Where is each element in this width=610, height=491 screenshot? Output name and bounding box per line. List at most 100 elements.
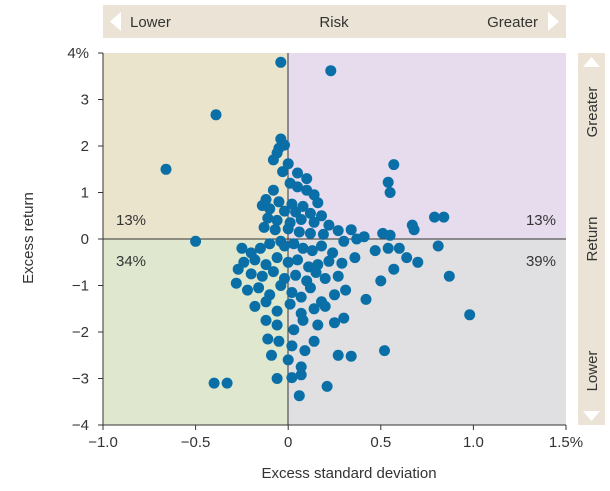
y-tick-label: 1: [81, 185, 89, 202]
scatter-point: [316, 210, 327, 222]
scatter-point: [336, 257, 348, 269]
quadrant-lower-right: [288, 239, 566, 425]
scatter-point: [432, 240, 444, 252]
x-tick-label: 0: [284, 434, 292, 451]
scatter-point: [260, 314, 272, 326]
risk-bar-lower-label: Lower: [130, 14, 171, 31]
y-axis-title: Excess return: [20, 192, 37, 284]
scatter-point: [267, 154, 279, 166]
scatter-point: [321, 380, 333, 392]
scatter-point: [360, 293, 372, 305]
scatter-point: [249, 254, 261, 266]
scatter-point: [295, 214, 307, 225]
quadrant-label-upper-left: 13%: [116, 212, 146, 229]
return-bar-greater-label: Greater: [584, 87, 601, 138]
scatter-point: [271, 305, 283, 317]
scatter-points: [160, 56, 476, 402]
scatter-point: [332, 349, 344, 361]
scatter-point: [288, 324, 300, 336]
scatter-point: [242, 284, 253, 296]
scatter-point: [190, 235, 202, 247]
scatter-point: [429, 211, 440, 223]
y-tick-label: −3: [72, 371, 89, 388]
scatter-point: [297, 314, 309, 326]
scatter-point: [295, 291, 307, 303]
scatter-point: [306, 245, 318, 257]
risk-left-arrow-icon: [110, 12, 121, 31]
scatter-point: [382, 176, 394, 188]
scatter-point: [284, 298, 296, 310]
scatter-point: [290, 269, 302, 281]
y-tick-label: −4: [72, 417, 89, 434]
scatter-point: [286, 287, 298, 298]
scatter-point: [297, 242, 309, 254]
scatter-point: [325, 65, 337, 77]
scatter-point: [338, 235, 350, 247]
scatter-point: [275, 280, 287, 291]
scatter-point: [160, 163, 172, 175]
scatter-point: [253, 282, 265, 294]
quadrant-upper-right: [288, 53, 566, 239]
return-bar-title: Return: [584, 216, 601, 261]
scatter-point: [323, 255, 335, 267]
scatter-point: [375, 275, 387, 287]
scatter-point: [319, 300, 331, 312]
scatter-point: [260, 259, 272, 271]
scatter-point: [221, 377, 233, 389]
scatter-point: [401, 252, 413, 264]
scatter-point: [308, 335, 320, 347]
y-tick-label: −1: [72, 278, 89, 295]
scatter-point: [295, 369, 307, 381]
risk-bar-title: Risk: [319, 14, 349, 31]
scatter-point: [384, 187, 396, 198]
scatter-point: [293, 390, 305, 402]
scatter-point: [304, 282, 316, 294]
scatter-point: [232, 263, 244, 275]
x-tick-label: −0.5: [181, 434, 211, 451]
scatter-point: [279, 240, 290, 252]
scatter-point: [262, 333, 274, 345]
scatter-point: [282, 354, 294, 366]
scatter-point: [267, 184, 279, 196]
scatter-point: [279, 205, 290, 217]
scatter-point: [301, 173, 313, 185]
scatter-point: [308, 216, 320, 228]
scatter-point: [345, 350, 357, 362]
x-tick-label: 1.0: [463, 434, 484, 451]
scatter-point: [327, 247, 339, 259]
scatter-point: [271, 214, 283, 226]
scatter-point: [292, 254, 303, 266]
scatter-point: [332, 270, 344, 282]
scatter-point: [304, 227, 316, 239]
scatter-point: [388, 159, 400, 171]
x-tick-label: 1.5%: [549, 434, 583, 451]
scatter-point: [292, 167, 303, 179]
scatter-point: [382, 242, 394, 254]
y-tick-label: 0: [81, 231, 89, 248]
risk-bar-greater-label: Greater: [487, 14, 538, 31]
scatter-point: [317, 228, 329, 240]
scatter-point: [319, 273, 331, 284]
quadrant-label-upper-right: 13%: [526, 212, 556, 229]
quadrant-lower-left: [103, 239, 288, 425]
x-axis-title: Excess standard deviation: [261, 465, 436, 482]
scatter-point: [230, 277, 242, 289]
scatter-point: [262, 212, 274, 224]
scatter-point: [264, 203, 276, 215]
scatter-point: [388, 263, 400, 275]
risk-bar: Lower Risk Greater: [103, 5, 566, 38]
scatter-point: [332, 225, 344, 237]
scatter-point: [271, 373, 283, 384]
scatter-point: [271, 252, 283, 264]
scatter-point: [316, 240, 327, 252]
scatter-point: [393, 242, 405, 254]
scatter-point: [264, 238, 276, 250]
scatter-point: [369, 245, 381, 257]
scatter-point: [269, 224, 281, 236]
scatter-point: [258, 221, 270, 233]
scatter-point: [249, 300, 261, 312]
scatter-point: [351, 233, 363, 245]
scatter-point: [323, 219, 335, 231]
scatter-point: [282, 223, 294, 235]
